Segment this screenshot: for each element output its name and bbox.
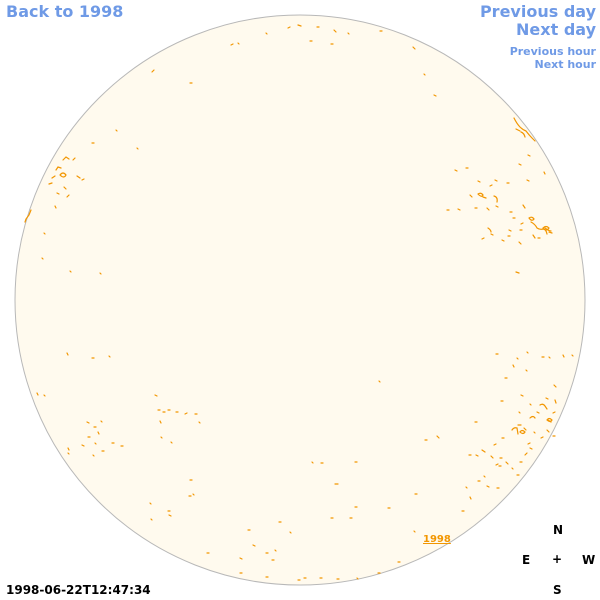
next-hour-link[interactable]: Next hour [534, 58, 597, 71]
compass-south-label: S [553, 583, 562, 597]
next-day-link[interactable]: Next day [516, 20, 596, 39]
previous-day-link[interactable]: Previous day [479, 2, 596, 21]
compass-east-label: E [522, 553, 531, 567]
compass-north-label: N [553, 523, 564, 537]
magnetic-contours [24, 24, 574, 581]
compass-center-icon: + [552, 552, 563, 566]
solar-disc [14, 14, 586, 586]
previous-hour-link[interactable]: Previous hour [509, 45, 596, 58]
back-to-year-link[interactable]: Back to 1998 [6, 2, 124, 21]
compass-west-label: W [582, 553, 596, 567]
observation-timestamp: 1998-06-22T12:47:34 [6, 583, 151, 597]
year-link[interactable]: 1998 [423, 534, 451, 545]
